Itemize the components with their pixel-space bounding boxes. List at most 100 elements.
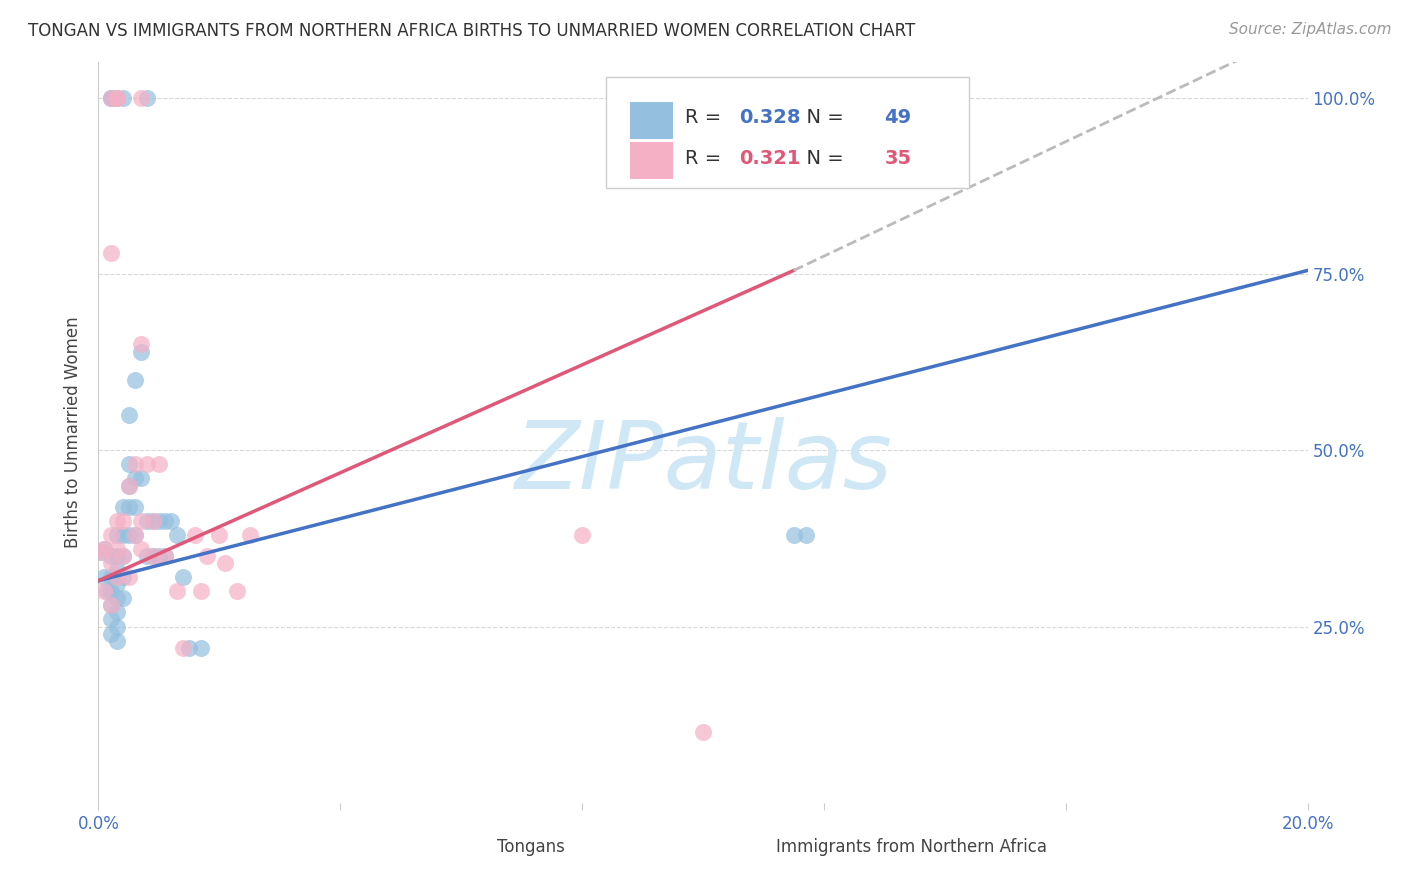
Point — [118, 478, 141, 492]
Point — [148, 514, 170, 528]
Y-axis label: Births to Unmarried Women: Births to Unmarried Women — [65, 317, 83, 549]
Point — [153, 514, 176, 528]
Point — [100, 599, 122, 613]
Point — [148, 549, 170, 563]
Point — [142, 514, 165, 528]
Point — [129, 514, 152, 528]
Point — [100, 570, 122, 584]
Point — [160, 514, 183, 528]
Point — [111, 549, 134, 563]
Text: N =: N = — [793, 149, 849, 169]
Text: ZIPatlas: ZIPatlas — [515, 417, 891, 508]
Point — [105, 541, 128, 556]
Point — [172, 570, 194, 584]
Point — [100, 91, 122, 105]
Point — [111, 528, 134, 542]
Point — [100, 556, 122, 570]
Point — [105, 91, 128, 105]
Point — [111, 91, 134, 105]
Point — [105, 633, 128, 648]
Point — [179, 640, 201, 655]
Text: 35: 35 — [884, 149, 911, 169]
Text: N =: N = — [793, 109, 849, 128]
Point — [172, 640, 194, 655]
Point — [184, 528, 207, 542]
Point — [96, 584, 118, 599]
Point — [226, 584, 249, 599]
Point — [100, 91, 122, 105]
Text: Tongans: Tongans — [498, 838, 565, 856]
Point — [124, 373, 146, 387]
Point — [118, 408, 141, 422]
Point — [105, 619, 128, 633]
Point — [105, 91, 128, 105]
Point — [105, 549, 128, 563]
Point — [93, 570, 115, 584]
Bar — [630, 143, 672, 179]
Text: Source: ZipAtlas.com: Source: ZipAtlas.com — [1229, 22, 1392, 37]
Point — [148, 458, 170, 472]
Point — [90, 545, 112, 559]
Point — [129, 337, 152, 351]
Point — [166, 528, 188, 542]
Text: 0.328: 0.328 — [740, 109, 801, 128]
Point — [239, 528, 262, 542]
Point — [105, 570, 128, 584]
Point — [142, 514, 165, 528]
Text: TONGAN VS IMMIGRANTS FROM NORTHERN AFRICA BIRTHS TO UNMARRIED WOMEN CORRELATION : TONGAN VS IMMIGRANTS FROM NORTHERN AFRIC… — [28, 22, 915, 40]
Point — [100, 549, 122, 563]
Point — [214, 556, 236, 570]
Point — [90, 545, 112, 559]
Point — [135, 91, 157, 105]
Point — [124, 471, 146, 485]
Point — [111, 514, 134, 528]
Text: 49: 49 — [884, 109, 911, 128]
Bar — [461, 838, 488, 866]
FancyBboxPatch shape — [606, 78, 969, 188]
Point — [783, 528, 806, 542]
Point — [100, 584, 122, 599]
Point — [118, 500, 141, 514]
Point — [571, 528, 593, 542]
Point — [190, 640, 212, 655]
Point — [142, 549, 165, 563]
Point — [118, 458, 141, 472]
Point — [93, 541, 115, 556]
Point — [153, 549, 176, 563]
Point — [118, 478, 141, 492]
Point — [118, 528, 141, 542]
Point — [105, 91, 128, 105]
Point — [190, 584, 212, 599]
Point — [135, 514, 157, 528]
Point — [166, 584, 188, 599]
Point — [129, 91, 152, 105]
Point — [105, 563, 128, 577]
Bar — [740, 838, 766, 866]
Point — [794, 528, 817, 542]
Point — [93, 584, 115, 599]
Point — [100, 612, 122, 626]
Point — [105, 606, 128, 620]
Point — [111, 570, 134, 584]
Point — [124, 500, 146, 514]
Point — [105, 528, 128, 542]
Point — [111, 591, 134, 606]
Point — [100, 626, 122, 640]
Point — [124, 458, 146, 472]
Point — [124, 528, 146, 542]
Point — [100, 599, 122, 613]
Text: 0.321: 0.321 — [740, 149, 801, 169]
Text: R =: R = — [685, 149, 727, 169]
Point — [153, 549, 176, 563]
Point — [100, 245, 122, 260]
Text: Immigrants from Northern Africa: Immigrants from Northern Africa — [776, 838, 1046, 856]
Point — [195, 549, 218, 563]
Point — [129, 541, 152, 556]
Point — [129, 344, 152, 359]
Point — [208, 528, 231, 542]
Point — [111, 500, 134, 514]
Point — [111, 549, 134, 563]
Point — [105, 514, 128, 528]
Point — [124, 528, 146, 542]
Point — [100, 91, 122, 105]
